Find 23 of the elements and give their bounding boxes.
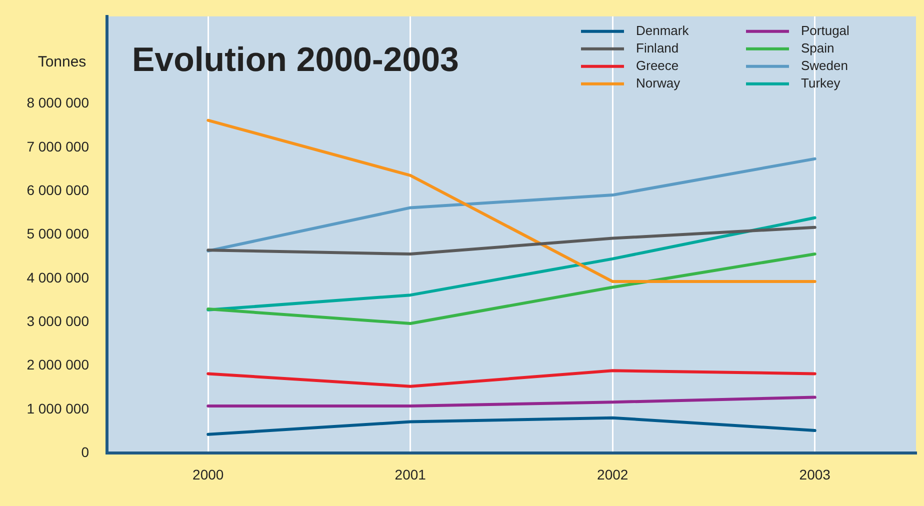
y-tick-label: 5 000 000 [26, 226, 90, 242]
y-tick-label: 1 000 000 [26, 400, 90, 416]
x-tick-label: 2002 [597, 466, 628, 482]
legend-label: Finland [636, 40, 679, 56]
legend-label: Sweden [801, 58, 848, 73]
y-tick-label: 8 000 000 [26, 94, 90, 111]
legend-label: Portugal [801, 22, 850, 38]
y-tick-label: 2 000 000 [26, 356, 90, 373]
legend-label: Norway [636, 75, 681, 90]
legend-label: Turkey [801, 75, 841, 90]
legend-label: Greece [636, 58, 679, 73]
y-tick-label: 4 000 000 [26, 269, 90, 286]
text: Evolution 2000-2003 [132, 40, 459, 79]
y-tick-label: 7 000 000 [26, 138, 90, 154]
y-tick-label: 0 [81, 444, 90, 460]
legend-label: Denmark [636, 22, 690, 38]
x-tick-label: 2003 [799, 466, 831, 482]
y-tick-label: 6 000 000 [26, 182, 90, 198]
y-tick-label: 3 000 000 [26, 313, 90, 330]
x-tick-label: 2001 [394, 466, 426, 482]
x-tick-label: 2000 [192, 466, 224, 482]
y-axis-title: Tonnes [38, 54, 86, 71]
legend-label: Spain [801, 40, 834, 56]
